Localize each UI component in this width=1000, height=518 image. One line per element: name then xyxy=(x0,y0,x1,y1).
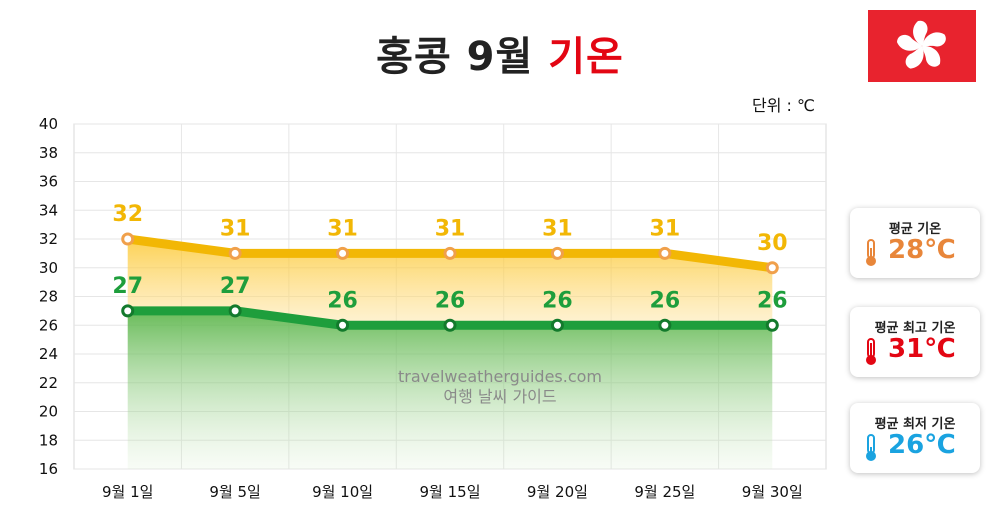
y-tick-label: 30 xyxy=(39,259,58,277)
high-temp-point xyxy=(550,246,564,260)
low-temp-point xyxy=(443,318,457,332)
y-tick-label: 18 xyxy=(39,431,58,449)
y-tick-label: 34 xyxy=(39,201,58,219)
avg-high-value: 31℃ xyxy=(888,334,956,364)
low-temp-point xyxy=(228,304,242,318)
high-temp-point xyxy=(121,232,135,246)
high-temp-point xyxy=(336,246,350,260)
high-temp-area xyxy=(127,239,773,326)
y-tick-label: 24 xyxy=(39,345,58,363)
low-temp-point xyxy=(765,318,779,332)
high-temp-label: 31 xyxy=(650,216,681,241)
low-temp-point xyxy=(550,318,564,332)
thermometer-icon xyxy=(866,338,876,365)
high-temp-label: 31 xyxy=(220,216,251,241)
high-temp-point xyxy=(228,246,242,260)
low-temp-label: 27 xyxy=(220,274,251,299)
avg-low-value: 26℃ xyxy=(888,430,956,460)
high-temp-point xyxy=(443,246,457,260)
low-temp-label: 27 xyxy=(112,274,143,299)
low-temp-label: 26 xyxy=(327,288,358,313)
x-tick-label: 9월 20일 xyxy=(527,483,588,501)
y-tick-label: 22 xyxy=(39,374,58,392)
watermark-text: 여행 날씨 가이드 xyxy=(443,387,557,406)
x-tick-label: 9월 10일 xyxy=(312,483,373,501)
y-tick-label: 32 xyxy=(39,230,58,248)
avg-temp-card: 평균 기온 28℃ xyxy=(850,208,980,278)
low-temp-area xyxy=(127,310,773,469)
thermometer-icon xyxy=(866,239,876,266)
y-tick-label: 38 xyxy=(39,144,58,162)
high-temp-label: 30 xyxy=(757,231,788,256)
y-tick-label: 16 xyxy=(39,460,58,478)
high-temp-label: 31 xyxy=(435,216,466,241)
thermometer-icon xyxy=(866,434,876,461)
low-temp-point xyxy=(336,318,350,332)
high-temp-label: 32 xyxy=(112,202,143,227)
title-main: 홍콩 9월 xyxy=(376,34,534,80)
avg-low-label: 평균 최저 기온 xyxy=(874,417,956,432)
avg-temp-value: 28℃ xyxy=(888,235,956,265)
title-accent: 기온 xyxy=(548,34,624,80)
low-temp-label: 26 xyxy=(757,288,788,313)
y-tick-label: 40 xyxy=(39,115,58,133)
watermark: travelweatherguides.com 여행 날씨 가이드 xyxy=(360,367,640,407)
y-tick-label: 28 xyxy=(39,288,58,306)
low-temp-point xyxy=(121,304,135,318)
avg-temp-label: 평균 기온 xyxy=(888,222,942,237)
avg-high-label: 평균 최고 기온 xyxy=(874,321,956,336)
avg-low-card: 평균 최저 기온 26℃ xyxy=(850,403,980,473)
x-tick-label: 9월 25일 xyxy=(634,483,695,501)
watermark-url: travelweatherguides.com xyxy=(397,367,603,386)
x-tick-label: 9월 5일 xyxy=(209,483,260,501)
x-tick-label: 9월 1일 xyxy=(102,483,153,501)
low-temp-label: 26 xyxy=(435,288,466,313)
hong-kong-flag-icon xyxy=(868,10,976,82)
unit-label: 단위 : ℃ xyxy=(752,96,815,115)
low-temp-point xyxy=(658,318,672,332)
low-temp-label: 26 xyxy=(542,288,573,313)
avg-high-card: 평균 최고 기온 31℃ xyxy=(850,307,980,377)
high-temp-point xyxy=(658,246,672,260)
y-tick-label: 20 xyxy=(39,403,58,421)
y-tick-label: 26 xyxy=(39,316,58,334)
y-tick-label: 36 xyxy=(39,173,58,191)
high-temp-label: 31 xyxy=(327,216,358,241)
x-tick-label: 9월 15일 xyxy=(420,483,481,501)
high-temp-label: 31 xyxy=(542,216,573,241)
low-temp-label: 26 xyxy=(650,288,681,313)
page-title: 홍콩 9월 기온 xyxy=(0,24,1000,82)
high-temp-point xyxy=(765,261,779,275)
x-tick-label: 9월 30일 xyxy=(742,483,803,501)
